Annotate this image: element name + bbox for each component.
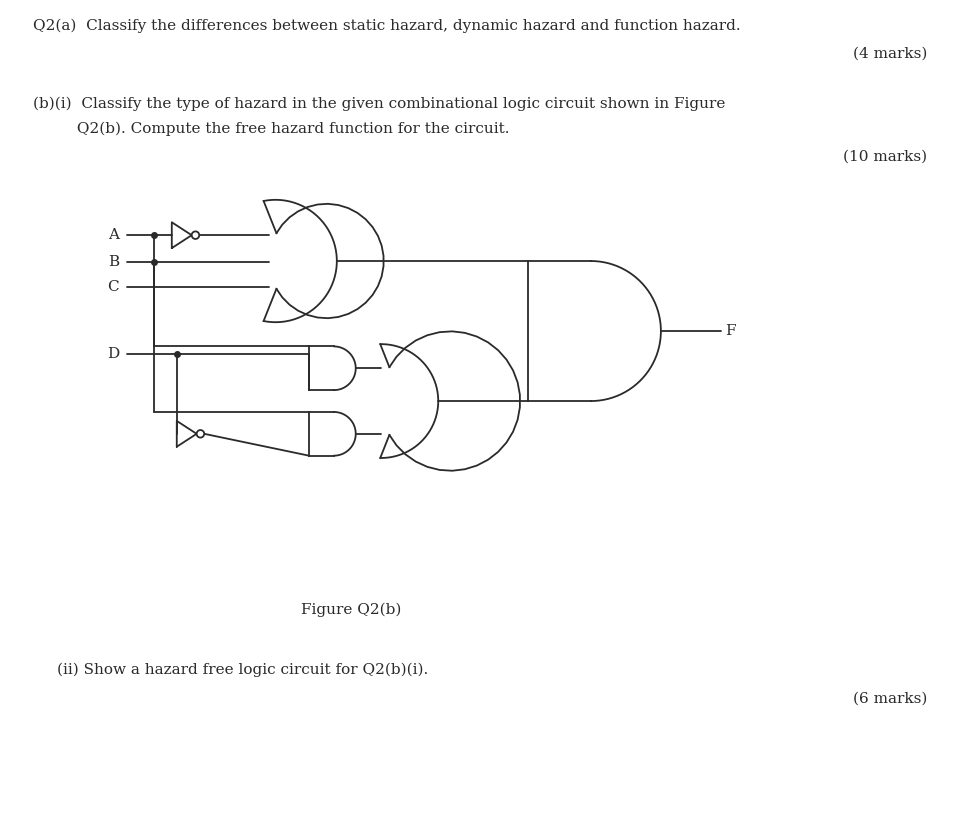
Text: D: D [107, 348, 119, 361]
Circle shape [196, 430, 204, 437]
Text: Q2(a)  Classify the differences between static hazard, dynamic hazard and functi: Q2(a) Classify the differences between s… [33, 19, 739, 33]
Circle shape [191, 232, 199, 239]
Text: (6 marks): (6 marks) [852, 692, 926, 706]
Text: Figure Q2(b): Figure Q2(b) [300, 603, 401, 617]
Text: (b)(i)  Classify the type of hazard in the given combinational logic circuit sho: (b)(i) Classify the type of hazard in th… [33, 96, 725, 110]
Text: Q2(b). Compute the free hazard function for the circuit.: Q2(b). Compute the free hazard function … [33, 122, 508, 136]
Text: (10 marks): (10 marks) [843, 150, 926, 164]
Text: B: B [108, 255, 119, 269]
Text: (ii) Show a hazard free logic circuit for Q2(b)(i).: (ii) Show a hazard free logic circuit fo… [58, 663, 429, 676]
Text: (4 marks): (4 marks) [852, 47, 926, 60]
Text: C: C [108, 280, 119, 294]
Text: A: A [108, 228, 119, 242]
Text: F: F [725, 324, 735, 338]
